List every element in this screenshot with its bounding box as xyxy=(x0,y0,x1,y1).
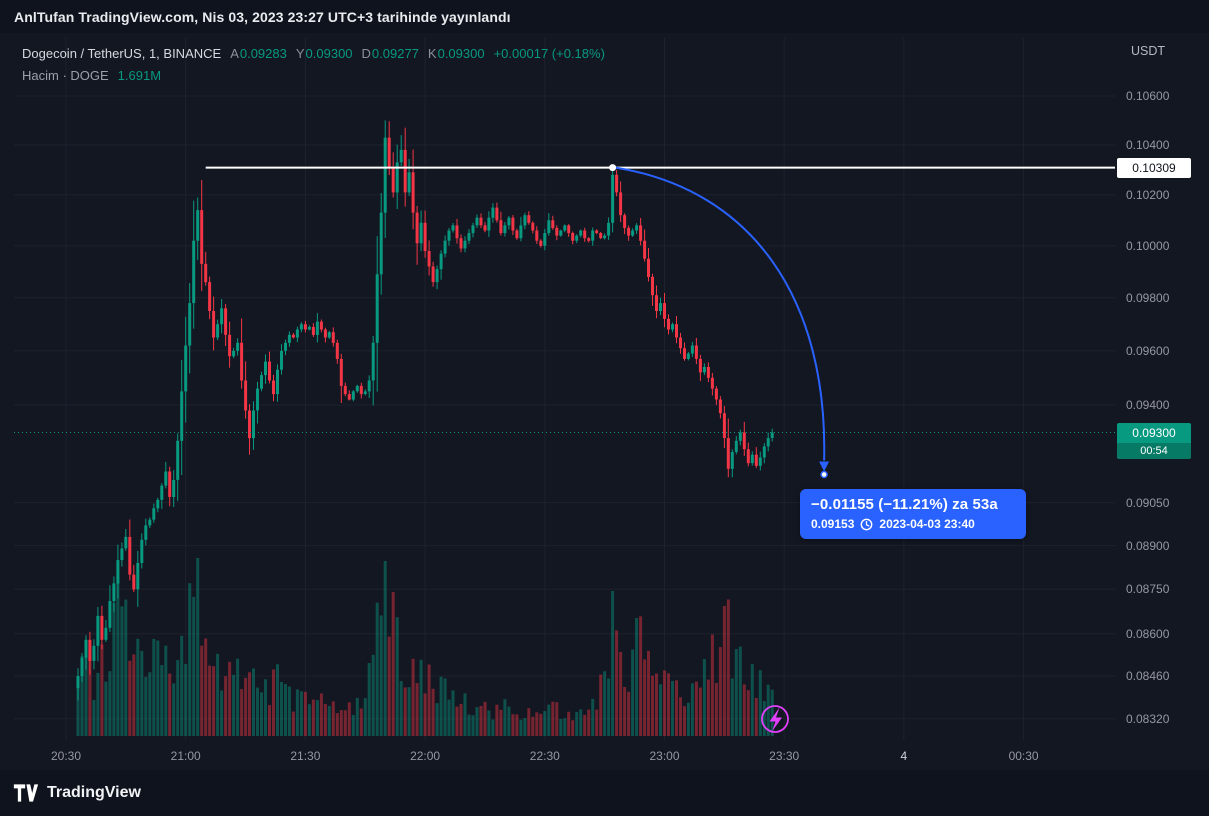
price-tick-label: 0.09800 xyxy=(1126,290,1170,305)
price-chart-canvas[interactable] xyxy=(0,33,1209,770)
price-tick-label: 0.08460 xyxy=(1126,669,1170,683)
ohlc-value: 0.09300 xyxy=(305,46,353,61)
level-line-price-label: 0.10309 xyxy=(1117,157,1191,178)
last-price-label: 0.09300 00:54 xyxy=(1117,422,1191,459)
time-axis[interactable]: 20:30 21:00 21:30 22:00 22:30 23:00 23:30 4 00:3… xyxy=(0,740,1115,770)
ohlc-letter: A xyxy=(230,46,239,61)
publish-header: AnlTufan TradingView.com, Nis 03, 2023 2… xyxy=(0,0,1209,33)
ohlc-values: A0.09283 Y0.09300 D0.09277 K0.09300 xyxy=(221,46,484,61)
time-tick-label: 23:30 xyxy=(769,749,800,763)
chart-legend: Dogecoin / TetherUS, 1, BINANCE A0.09283 Y… xyxy=(22,44,605,85)
price-tick-label: 0.08600 xyxy=(1126,626,1170,641)
change-value: +0.00017 (+0.18%) xyxy=(493,46,605,61)
time-tick-label: 00:30 xyxy=(1008,749,1039,763)
time-tick-label: 21:30 xyxy=(290,749,321,763)
price-tick-label: 0.08750 xyxy=(1126,582,1170,597)
volume-row: Hacim · DOGE 1.691M xyxy=(22,66,605,85)
price-tick-label: 0.09050 xyxy=(1126,495,1170,510)
price-axis[interactable]: USDT 0.10309 0.09300 00:54 0.10600 0.1040… xyxy=(1115,33,1209,740)
symbol-title[interactable]: Dogecoin / TetherUS, 1, BINANCE xyxy=(22,46,222,61)
tradingview-logo[interactable]: TradingView xyxy=(13,783,141,803)
ohlc-value: 0.09300 xyxy=(437,46,485,61)
time-tick-label: 22:00 xyxy=(410,749,441,763)
footer-bar: TradingView xyxy=(0,770,1209,816)
chart-area[interactable]: Dogecoin / TetherUS, 1, BINANCE A0.09283 Y… xyxy=(0,33,1209,770)
tooltip-datetime: 2023-04-03 23:40 xyxy=(879,517,975,531)
ohlc-letter: Y xyxy=(295,46,305,61)
price-tick-label: 0.09400 xyxy=(1126,398,1170,412)
tooltip-price: 0.09153 xyxy=(811,517,855,531)
time-tick-label: 4 xyxy=(900,749,908,763)
time-tick-label: 23:00 xyxy=(649,749,680,763)
ohlc-letter: K xyxy=(427,46,437,61)
price-tick-label: 0.10400 xyxy=(1126,138,1170,152)
symbol-info-row: Dogecoin / TetherUS, 1, BINANCE A0.09283 Y… xyxy=(22,44,605,63)
time-tick-label: 22:30 xyxy=(529,749,560,763)
price-tick-label: 0.10000 xyxy=(1126,238,1170,253)
clock-icon xyxy=(860,518,873,530)
tooltip-change-text: −0.01155 (−11.21%) za 53a xyxy=(811,496,998,513)
tradingview-logo-icon xyxy=(13,784,39,802)
projection-tooltip[interactable]: −0.01155 (−11.21%) za 53a 0.09153 2023-0… xyxy=(800,489,1026,539)
ohlc-value: 0.09277 xyxy=(371,46,419,61)
tradingview-logo-text: TradingView xyxy=(47,784,141,801)
price-tick-label: 0.10200 xyxy=(1126,187,1170,202)
ohlc-value: 0.09283 xyxy=(239,46,287,61)
price-tick-label: 0.08900 xyxy=(1126,538,1170,553)
flash-icon[interactable] xyxy=(761,705,789,733)
ohlc-letter: D xyxy=(361,46,371,61)
price-tick-label: 0.09600 xyxy=(1126,343,1170,358)
bar-countdown: 00:54 xyxy=(1117,442,1191,459)
time-tick-label: 20:30 xyxy=(50,749,82,763)
last-price-value: 0.09300 xyxy=(1117,422,1191,443)
volume-value: 1.691M xyxy=(117,68,162,83)
price-axis-currency: USDT xyxy=(1131,44,1166,58)
volume-label[interactable]: Hacim · DOGE xyxy=(22,68,109,83)
time-tick-label: 21:00 xyxy=(170,749,201,763)
price-tick-label: 0.08320 xyxy=(1126,711,1170,726)
publish-text: AnlTufan TradingView.com, Nis 03, 2023 2… xyxy=(14,8,511,25)
price-tick-label: 0.10600 xyxy=(1126,89,1170,103)
